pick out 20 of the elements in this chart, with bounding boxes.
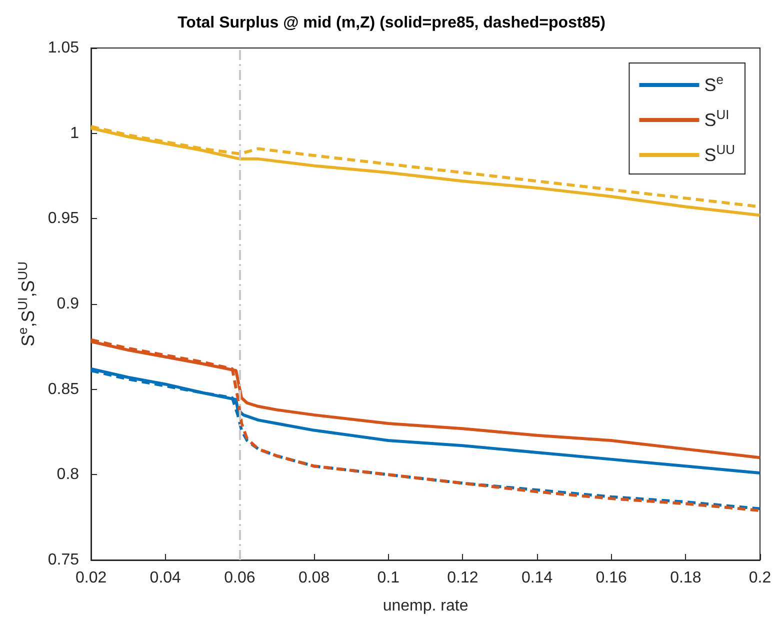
y-tick-label: 0.8 [56,466,80,484]
x-tick-label: 0.12 [447,570,478,586]
y-tick-label: 0.95 [48,210,80,228]
x-axis-title: unemp. rate [382,598,468,614]
x-tick-label: 0.1 [377,570,400,586]
y-tick-label: 1.05 [48,40,80,56]
y-tick-label: 0.85 [48,380,80,398]
x-tick-label: 0.16 [596,570,628,586]
x-tick-label: 0.2 [748,570,772,586]
x-tick-label: 0.02 [75,570,107,586]
chart-title: Total Surplus @ mid (m,Z) (solid=pre85, dashed=post85) [178,14,606,32]
y-tick-label: 0.9 [56,296,80,312]
x-tick-label: 0.14 [521,570,553,586]
y-tick-label: 1 [70,124,80,142]
x-tick-label: 0.04 [150,570,182,586]
x-tick-label: 0.18 [670,570,702,586]
x-tick-label: 0.08 [298,570,330,586]
y-tick-label: 0.75 [48,552,80,568]
x-tick-label: 0.06 [224,570,256,586]
y-axis-title: Se,SUI,SUU [15,261,38,347]
